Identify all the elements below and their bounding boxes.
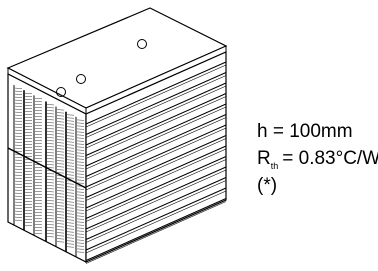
note: (*) bbox=[257, 175, 277, 196]
resistance-subscript: th bbox=[271, 161, 279, 171]
heatsink bbox=[8, 8, 226, 264]
resistance-symbol: R bbox=[257, 148, 271, 169]
height-spec: h = 100mm bbox=[257, 121, 353, 142]
resistance-value: = 0.83°C/W bbox=[282, 148, 378, 169]
resistance-spec: Rth= 0.83°C/W bbox=[257, 148, 378, 171]
heatsink-drawing: h = 100mm Rth= 0.83°C/W (*) bbox=[0, 0, 378, 271]
